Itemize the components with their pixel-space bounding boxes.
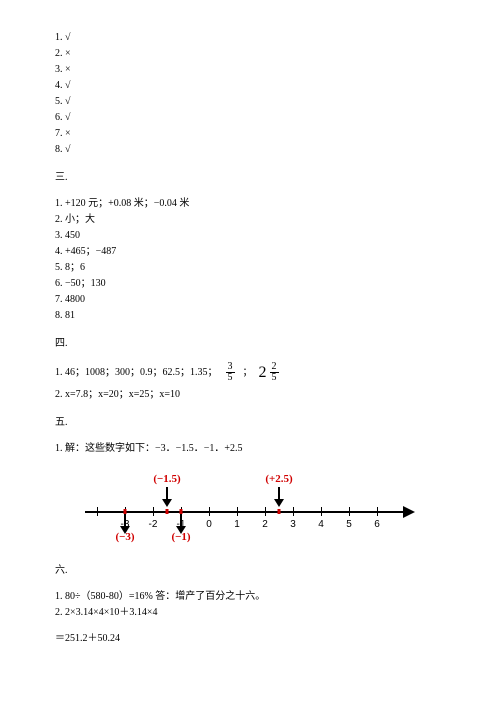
number-line-tick xyxy=(153,507,154,516)
mixed-whole: 2 xyxy=(259,363,267,383)
number-line: -3-2-10123456(−1.5)(+2.5)(−3)(−1) xyxy=(85,471,415,551)
number-line-label: -2 xyxy=(149,519,158,530)
section-4-line2: 2. x=7.8；x=20；x=25；x=10 xyxy=(55,387,445,403)
number-line-point-arrow xyxy=(162,487,172,507)
list-item: 4. +465；−487 xyxy=(55,244,445,260)
fraction-den: 5 xyxy=(226,373,235,383)
number-line-tick xyxy=(349,507,350,516)
number-line-label: 4 xyxy=(318,519,324,530)
list-item: 5. √ xyxy=(55,94,445,110)
number-line-tick xyxy=(293,507,294,516)
number-line-point-arrow xyxy=(176,514,186,534)
list-item: 8. √ xyxy=(55,142,445,158)
list-item: 8. 81 xyxy=(55,308,445,324)
section-3-head: 三. xyxy=(55,170,445,186)
number-line-tick xyxy=(237,507,238,516)
list-item: 3. 450 xyxy=(55,228,445,244)
section-5-line1: 1. 解：这些数字如下：−3．−1.5．−1．+2.5 xyxy=(55,441,445,457)
number-line-mark xyxy=(180,509,183,514)
judge-list: 1. √ 2. × 3. × 4. √ 5. √ 6. √ 7. × 8. √ xyxy=(55,30,445,158)
number-line-tick xyxy=(209,507,210,516)
number-line-mark xyxy=(166,509,169,514)
mixed-number: 2 2 5 xyxy=(259,362,281,383)
number-line-point-arrow xyxy=(120,514,130,534)
list-item: 6. √ xyxy=(55,110,445,126)
section-5-head: 五. xyxy=(55,415,445,431)
number-line-label: 3 xyxy=(290,519,296,530)
fraction-den: 5 xyxy=(270,373,279,383)
number-line-point-label: (+2.5) xyxy=(265,473,292,485)
calc-line: ＝251.2＋50.24 xyxy=(55,631,445,647)
math-text: ； xyxy=(243,363,253,383)
number-line-label: 2 xyxy=(262,519,268,530)
math-text: 1. 46；1008；300；0.9；62.5；1.35； xyxy=(55,363,218,383)
number-line-label: 6 xyxy=(374,519,380,530)
list-item: 2. 2×3.14×4×10＋3.14×4 xyxy=(55,605,445,621)
list-item: 5. 8；6 xyxy=(55,260,445,276)
list-item: 1. 80÷（580-80）=16% 答：增产了百分之十六。 xyxy=(55,589,445,605)
number-line-tick xyxy=(321,507,322,516)
list-item: 4. √ xyxy=(55,78,445,94)
number-line-label: 1 xyxy=(234,519,240,530)
number-line-label: 5 xyxy=(346,519,352,530)
list-item: 3. × xyxy=(55,62,445,78)
section-4-head: 四. xyxy=(55,336,445,352)
list-item: 6. −50；130 xyxy=(55,276,445,292)
list-item: 2. × xyxy=(55,46,445,62)
number-line-mark xyxy=(124,509,127,514)
number-line-point-label: (−1.5) xyxy=(153,473,180,485)
number-line-arrowhead xyxy=(403,506,415,518)
number-line-point-arrow xyxy=(274,487,284,507)
list-item: 1. √ xyxy=(55,30,445,46)
number-line-axis xyxy=(85,511,405,513)
number-line-label: 0 xyxy=(206,519,212,530)
section-3-body: 1. +120 元；+0.08 米；−0.04 米 2. 小；大 3. 450 … xyxy=(55,196,445,324)
fraction: 3 5 xyxy=(226,362,235,383)
number-line-tick xyxy=(377,507,378,516)
number-line-mark xyxy=(278,509,281,514)
number-line-tick xyxy=(265,507,266,516)
number-line-tick xyxy=(97,507,98,516)
section-6-head: 六. xyxy=(55,563,445,579)
list-item: 1. +120 元；+0.08 米；−0.04 米 xyxy=(55,196,445,212)
list-item: 7. × xyxy=(55,126,445,142)
section-4-line1: 1. 46；1008；300；0.9；62.5；1.35； 3 5 ； 2 2 … xyxy=(55,362,445,383)
list-item: 7. 4800 xyxy=(55,292,445,308)
fraction: 2 5 xyxy=(270,362,279,383)
list-item: 2. 小；大 xyxy=(55,212,445,228)
